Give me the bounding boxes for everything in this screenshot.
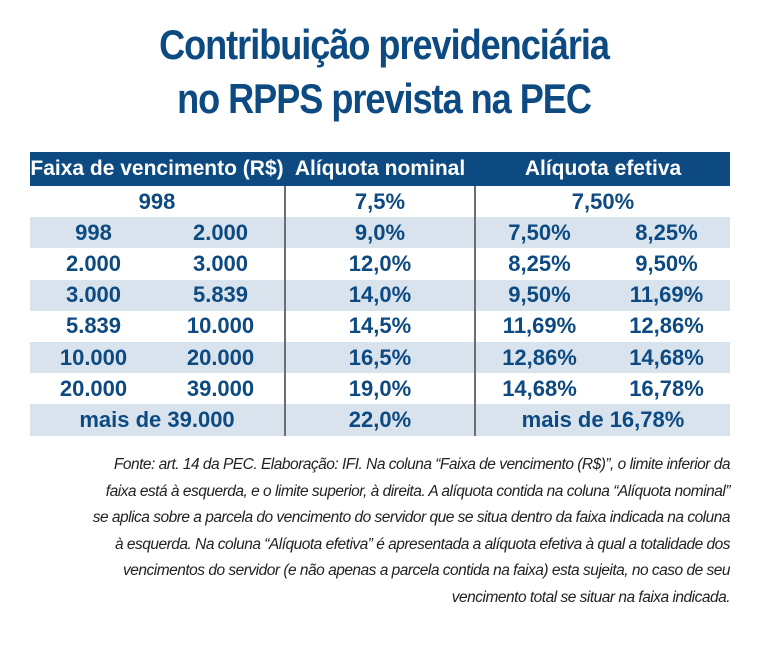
faixa-min-cell: 20.000 xyxy=(59,375,128,401)
table-header: Faixa de vencimento (R$) Alíquota nomina… xyxy=(30,152,730,186)
nominal-cell: 19,0% xyxy=(348,375,412,401)
faixa-max-cell: 39.000 xyxy=(186,375,255,401)
efetiva-min-cell: 14,68% xyxy=(502,375,577,401)
table-row: 998 7,5% 7,50% xyxy=(30,186,730,218)
efetiva-max-cell: 14,68% xyxy=(629,344,704,370)
efetiva-min-cell: 12,86% xyxy=(502,344,577,370)
faixa-cell: 998 xyxy=(138,188,176,214)
nominal-cell: 9,0% xyxy=(354,219,406,245)
footnote-line: Fonte: art. 14 da PEC. Elaboração: IFI. … xyxy=(113,456,731,473)
faixa-min-cell: 10.000 xyxy=(59,344,128,370)
faixa-max-cell: 3.000 xyxy=(192,250,249,276)
nominal-cell: 12,0% xyxy=(348,250,412,276)
faixa-min-cell: 5.839 xyxy=(65,313,122,339)
footnote-line: se aplica sobre a parcela do vencimento … xyxy=(92,509,731,526)
table-row: 3.000 5.839 14,0% 9,50% 11,69% xyxy=(30,279,730,311)
efetiva-min-cell: 11,69% xyxy=(502,313,577,339)
contribution-table: Faixa de vencimento (R$) Alíquota nomina… xyxy=(30,152,730,436)
header-nominal: Alíquota nominal xyxy=(294,157,466,180)
efetiva-max-cell: 11,69% xyxy=(629,282,704,308)
page-title: Contribuição previdenciária no RPPS prev… xyxy=(54,18,714,126)
table-row: 20.000 39.000 19,0% 14,68% 16,78% xyxy=(30,373,730,405)
efetiva-min-cell: 7,50% xyxy=(508,219,571,245)
header-faixa: Faixa de vencimento (R$) xyxy=(30,157,284,180)
faixa-max-cell: 2.000 xyxy=(192,219,249,245)
header-efetiva: Alíquota efetiva xyxy=(524,157,682,180)
efetiva-cell: mais de 16,78% xyxy=(521,406,685,432)
faixa-min-cell: 998 xyxy=(75,219,112,245)
efetiva-cell: 7,50% xyxy=(571,188,635,214)
table-row: mais de 39.000 22,0% mais de 16,78% xyxy=(30,404,730,436)
faixa-max-cell: 20.000 xyxy=(186,344,255,370)
efetiva-min-cell: 8,25% xyxy=(508,250,571,276)
faixa-cell: mais de 39.000 xyxy=(79,406,235,432)
nominal-cell: 14,0% xyxy=(348,282,412,308)
efetiva-min-cell: 9,50% xyxy=(508,282,571,308)
table-row: 5.839 10.000 14,5% 11,69% 12,86% xyxy=(30,310,730,342)
nominal-cell: 16,5% xyxy=(348,344,412,370)
efetiva-max-cell: 16,78% xyxy=(629,375,704,401)
efetiva-max-cell: 12,86% xyxy=(629,313,704,339)
nominal-cell: 14,5% xyxy=(348,313,412,339)
table-row: 10.000 20.000 16,5% 12,86% 14,68% xyxy=(30,341,730,374)
footnote-line: à esquerda. Na coluna “Alíquota efetiva”… xyxy=(114,535,731,553)
faixa-min-cell: 3.000 xyxy=(65,282,122,308)
nominal-cell: 7,5% xyxy=(354,188,406,214)
faixa-min-cell: 2.000 xyxy=(65,250,122,276)
title-line-2: no RPPS prevista na PEC xyxy=(177,75,592,122)
footnote: Fonte: art. 14 da PEC. Elaboração: IFI. … xyxy=(40,452,731,611)
faixa-max-cell: 10.000 xyxy=(186,313,255,339)
footnote-line: faixa está à esquerda, e o limite superi… xyxy=(105,482,731,500)
nominal-cell: 22,0% xyxy=(348,406,412,432)
footnote-line: vencimentos do servidor (e não apenas a … xyxy=(123,562,730,579)
efetiva-max-cell: 8,25% xyxy=(635,219,698,245)
efetiva-max-cell: 9,50% xyxy=(635,250,698,276)
table-row: 2.000 3.000 12,0% 8,25% 9,50% xyxy=(30,248,730,280)
faixa-max-cell: 5.839 xyxy=(192,282,249,308)
footnote-line: vencimento total se situar na faixa indi… xyxy=(451,588,731,606)
table-row: 998 2.000 9,0% 7,50% 8,25% xyxy=(30,217,730,249)
title-line-1: Contribuição previdenciária xyxy=(159,21,610,68)
